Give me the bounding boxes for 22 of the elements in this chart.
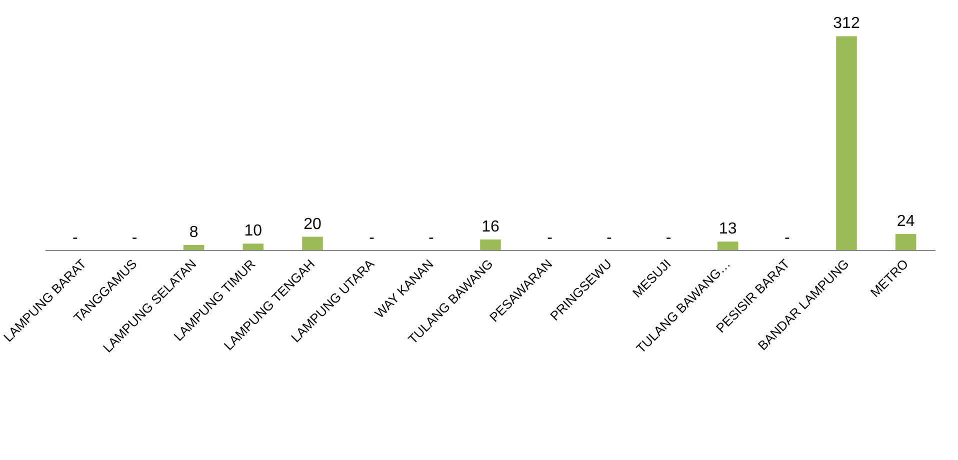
bar xyxy=(717,242,738,250)
data-label: - xyxy=(547,230,552,246)
data-label: 16 xyxy=(482,218,500,236)
data-label: - xyxy=(132,230,138,246)
data-label: - xyxy=(784,230,790,246)
data-label: - xyxy=(428,230,434,246)
bar xyxy=(183,245,204,250)
data-label: 8 xyxy=(189,224,198,242)
data-label: - xyxy=(606,230,612,246)
data-label: - xyxy=(369,230,374,246)
data-label: - xyxy=(72,230,78,246)
bar xyxy=(895,234,916,250)
data-label: 24 xyxy=(896,213,915,230)
bar xyxy=(242,244,264,250)
data-label: 10 xyxy=(244,222,262,240)
data-label: 312 xyxy=(833,15,860,32)
bar xyxy=(836,36,857,250)
bar xyxy=(302,236,323,250)
data-label: - xyxy=(666,230,672,246)
data-label: 20 xyxy=(304,216,322,233)
bar xyxy=(480,240,501,250)
data-label: 13 xyxy=(718,220,737,238)
